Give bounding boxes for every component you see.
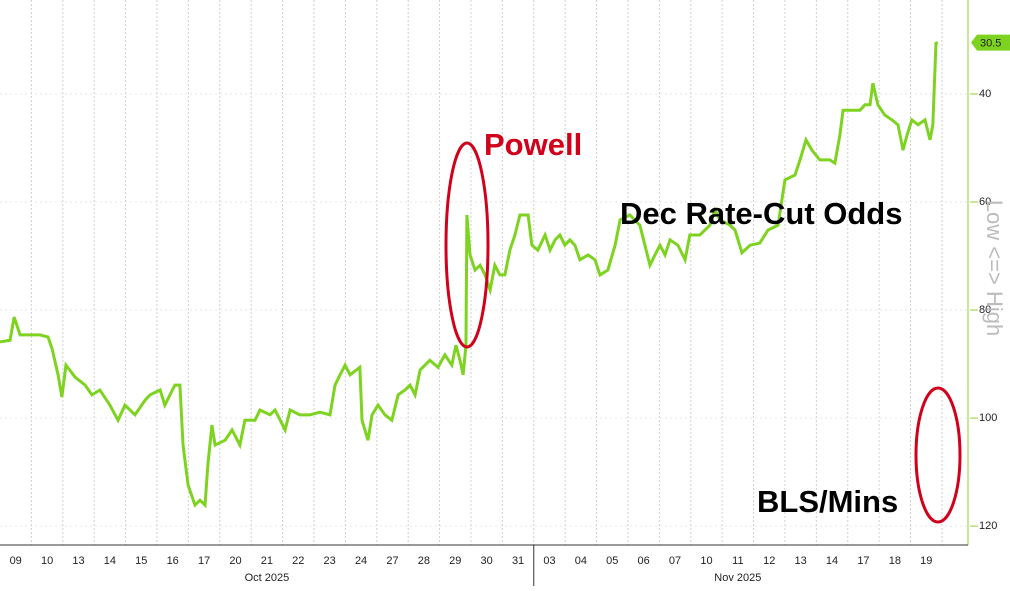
y-tick-label: 60 <box>979 196 991 208</box>
x-tick-label: 20 <box>229 555 241 567</box>
x-tick-label: 17 <box>198 555 210 567</box>
x-tick-label: 13 <box>795 555 807 567</box>
x-tick-label: 03 <box>543 555 555 567</box>
annotation: BLS/Mins <box>757 484 898 519</box>
x-tick-label: 05 <box>606 555 618 567</box>
x-tick-label: 11 <box>732 555 743 567</box>
x-group-label: Oct 2025 <box>245 572 290 584</box>
last-value-label: 30.5 <box>980 38 1001 50</box>
highlight-ellipse <box>444 141 490 349</box>
x-tick-label: 27 <box>386 555 398 567</box>
data-line <box>0 41 939 509</box>
y-axis-title: Low <=> High <box>982 200 1007 336</box>
x-tick-label: 09 <box>10 555 22 567</box>
x-tick-label: 13 <box>72 555 84 567</box>
x-tick-label: 29 <box>449 555 461 567</box>
x-group-label: Nov 2025 <box>714 572 761 584</box>
x-tick-label: 10 <box>41 555 53 567</box>
x-tick-label: 22 <box>292 555 304 567</box>
x-tick-label: 10 <box>700 555 712 567</box>
last-value-tag <box>971 34 1010 51</box>
highlight-ellipse <box>914 386 962 524</box>
y-tick-label: 80 <box>979 304 991 316</box>
x-tick-label: 17 <box>857 555 869 567</box>
x-tick-label: 18 <box>889 555 901 567</box>
x-tick-label: 15 <box>135 555 147 567</box>
x-tick-label: 12 <box>763 555 775 567</box>
x-tick-label: 31 <box>512 555 524 567</box>
x-tick-label: 24 <box>355 555 367 567</box>
x-tick-label: 23 <box>324 555 336 567</box>
y-tick-label: 120 <box>979 520 997 532</box>
x-tick-label: 06 <box>638 555 650 567</box>
grid <box>0 0 968 545</box>
x-tick-label: 16 <box>167 555 179 567</box>
y-tick-label: 40 <box>979 88 991 100</box>
x-tick-label: 19 <box>920 555 932 567</box>
x-tick-label: 21 <box>261 555 273 567</box>
x-tick-label: 04 <box>575 555 587 567</box>
x-tick-label: 07 <box>669 555 681 567</box>
annotation: Dec Rate-Cut Odds <box>620 196 902 231</box>
x-tick-label: 28 <box>418 555 430 567</box>
x-tick-label: 14 <box>826 555 838 567</box>
x-tick-label: 30 <box>481 555 493 567</box>
y-tick-label: 100 <box>979 412 997 424</box>
x-tick-label: 14 <box>104 555 116 567</box>
plot <box>0 41 939 509</box>
annotation: Powell <box>484 127 582 162</box>
